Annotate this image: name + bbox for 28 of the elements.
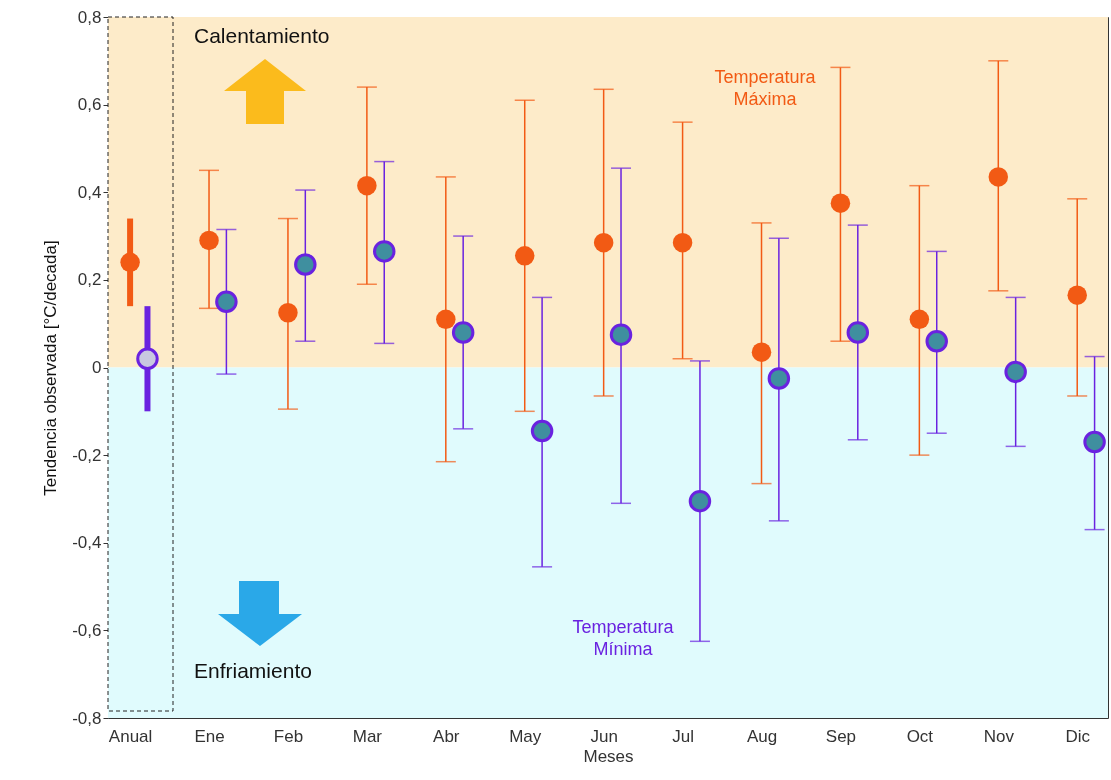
x-tick-label: Abr [433, 726, 460, 746]
x-tick-label: Jul [672, 726, 694, 746]
x-tick-label: Oct [906, 726, 934, 746]
x-tick-label: May [509, 726, 542, 746]
x-tick-label: Anual [108, 726, 153, 746]
x-tick-label: Feb [273, 726, 304, 746]
x-tick-label: Mar [352, 726, 383, 746]
y-tick-label: -0,2 [72, 445, 102, 465]
text: Temperatura Máxima [714, 67, 817, 109]
y-tick-label: 0,8 [77, 7, 102, 27]
y-axis-title: Tendencia observada [°C/decada] [41, 240, 61, 496]
y-tick-label: 0,2 [77, 270, 102, 290]
x-tick-label: Sep [825, 726, 857, 746]
x-axis-title: Meses [583, 746, 634, 766]
text: Temperatura Mínima [572, 617, 675, 659]
y-tick-label: -0,6 [72, 620, 102, 640]
band-label: Enfriamiento [194, 659, 312, 682]
x-tick-label: Aug [746, 726, 778, 746]
x-tick-label: Jun [590, 726, 618, 746]
x-tick-label: Ene [194, 726, 225, 746]
y-tick-label: -0,4 [72, 533, 102, 553]
y-tick-label: 0 [92, 358, 102, 377]
y-tick-label: -0,8 [72, 708, 102, 728]
y-tick-label: 0,6 [77, 95, 102, 115]
band-label: Calentamiento [194, 24, 330, 47]
x-tick-label: Nov [983, 726, 1015, 746]
y-tick-label: 0,4 [77, 182, 102, 202]
x-tick-label: Dic [1065, 726, 1091, 746]
